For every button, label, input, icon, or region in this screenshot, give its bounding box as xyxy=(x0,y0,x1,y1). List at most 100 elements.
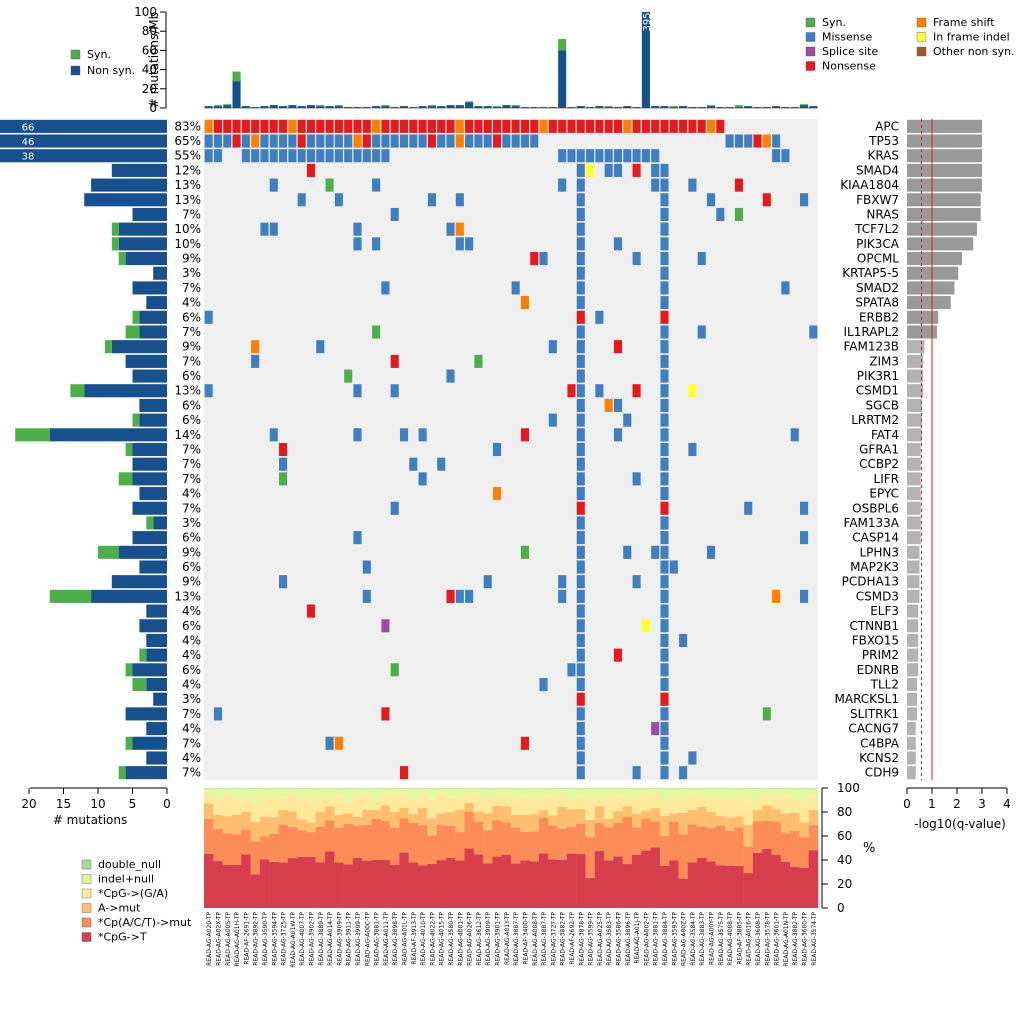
gene-nonsyn-bar xyxy=(125,707,167,721)
spectrum-segment xyxy=(669,860,679,908)
sample-nonsyn-bar xyxy=(688,107,697,108)
spectrum-segment xyxy=(585,878,596,908)
gene-label: SLITRK1 xyxy=(850,707,899,721)
qvalue-bar xyxy=(907,134,982,148)
spectrum-segment xyxy=(334,862,344,908)
legend-bottom-left-swatch xyxy=(81,903,92,913)
gene-label: MAP2K3 xyxy=(850,560,899,574)
spectrum-segment xyxy=(762,805,772,821)
mutation-cell xyxy=(409,119,418,133)
qvalue-bar xyxy=(907,589,920,603)
spectrum-segment xyxy=(548,788,558,789)
spectrum-segment xyxy=(622,797,633,807)
spectrum-segment xyxy=(808,825,819,851)
mutation-cell xyxy=(288,134,297,148)
gene-label: NRAS xyxy=(866,207,899,221)
legend-bottom-left-label: indel+null xyxy=(98,873,154,886)
gene-percent: 7% xyxy=(182,766,201,780)
mutation-cell xyxy=(576,207,585,222)
mutation-cell xyxy=(576,163,585,177)
spectrum-segment xyxy=(780,861,791,908)
legend-top-right-b-label: In frame indel xyxy=(933,31,1010,44)
qvalue-bar xyxy=(907,531,921,545)
spectrum-segment xyxy=(557,828,568,860)
mutation-cell xyxy=(790,428,799,442)
spectrum-segment xyxy=(529,788,540,801)
mutation-cell xyxy=(660,545,669,559)
spectrum-segment xyxy=(669,821,679,861)
spectrum-segment xyxy=(669,796,679,814)
gene-percent: 13% xyxy=(174,193,201,207)
qvalue-bar xyxy=(907,751,916,765)
mutation-cell xyxy=(204,384,213,398)
mutation-cell xyxy=(762,193,771,207)
mutation-cell xyxy=(660,281,669,295)
gene-percent: 4% xyxy=(182,296,201,310)
mutation-cell xyxy=(613,119,623,133)
legend-top-left-label: Syn. xyxy=(87,48,111,61)
mutation-cell xyxy=(576,545,585,559)
gene-percent: 7% xyxy=(182,736,201,750)
spectrum-segment xyxy=(324,798,335,807)
spectrum-segment xyxy=(334,796,344,815)
mutation-cell xyxy=(688,751,697,765)
mutation-cell xyxy=(697,119,706,133)
mutation-cell xyxy=(251,149,260,163)
sample-name: READ-AG-3901-TP xyxy=(495,912,502,966)
gene-percent: 83% xyxy=(174,119,201,133)
spectrum-segment xyxy=(715,825,726,866)
legend-bottom-left-label: *CpG->T xyxy=(98,931,147,944)
mutation-cell xyxy=(576,560,585,574)
qvalue-axis-tick-label: 0 xyxy=(903,797,911,811)
mutation-cell xyxy=(204,119,213,133)
spectrum-segment xyxy=(222,864,233,908)
sample-syn-bar xyxy=(511,105,520,107)
gene-percent: 7% xyxy=(182,354,201,368)
qvalue-axis-tick-label: 3 xyxy=(978,797,986,811)
gene-nonsyn-bar xyxy=(139,413,167,427)
spectrum-segment xyxy=(445,812,456,826)
spectrum-segment xyxy=(306,856,316,908)
mutation-cell xyxy=(483,575,492,589)
spectrum-segment xyxy=(306,788,316,801)
spectrum-segment xyxy=(371,788,382,802)
gene-label: KCNS2 xyxy=(859,751,899,765)
gene-label: OSBPL6 xyxy=(852,501,899,515)
spectrum-segment xyxy=(287,788,298,789)
mutation-cell xyxy=(669,560,678,574)
mutation-cell xyxy=(576,193,585,207)
spectrum-segment xyxy=(501,788,512,796)
spectrum-segment xyxy=(399,788,409,796)
mutation-cell xyxy=(381,707,390,721)
mutation-cell xyxy=(539,119,548,133)
mutation-cell xyxy=(465,237,474,251)
mutation-cell xyxy=(688,119,697,133)
spectrum-segment xyxy=(362,810,372,825)
spectrum-segment xyxy=(204,788,214,795)
spectrum-segment xyxy=(566,788,577,789)
mutation-cell xyxy=(520,134,530,148)
gene-nonsyn-bar xyxy=(84,193,167,207)
gene-label: PIK3R1 xyxy=(857,369,899,383)
spectrum-segment xyxy=(427,788,437,800)
mutation-cell xyxy=(279,442,288,457)
sample-name: READ-AG-A00Y-TP xyxy=(709,912,716,965)
spectrum-segment xyxy=(408,788,419,801)
spectrum-segment xyxy=(650,808,661,822)
mutation-cell xyxy=(679,633,688,647)
spectrum-segment xyxy=(297,798,307,820)
spectrum-axis-tick-label: 60 xyxy=(837,829,852,843)
mutation-cell xyxy=(446,222,455,236)
spectrum-segment xyxy=(324,788,335,789)
mutation-cell xyxy=(279,134,288,148)
mutation-cell xyxy=(595,384,604,398)
spectrum-segment xyxy=(417,788,428,795)
gene-label: TCF7L2 xyxy=(854,222,899,236)
sample-name: READ-AG-A01J-TP xyxy=(634,912,641,964)
spectrum-segment xyxy=(334,788,344,797)
spectrum-segment xyxy=(445,788,456,789)
sample-nonsyn-bar xyxy=(381,106,390,108)
gene-syn-bar xyxy=(118,472,133,486)
gene-percent: 7% xyxy=(182,707,201,721)
